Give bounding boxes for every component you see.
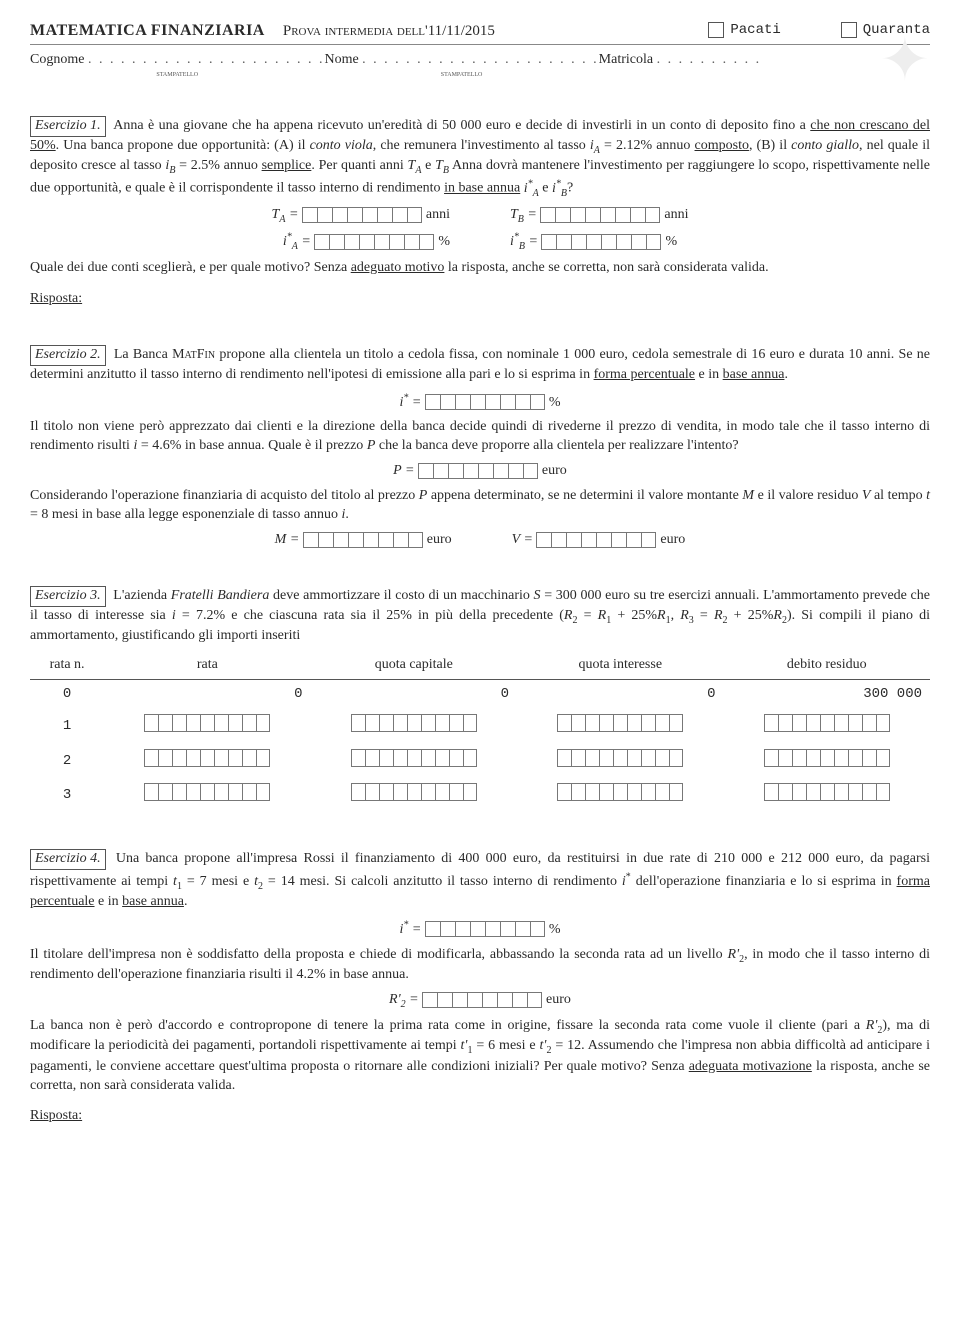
- input-r3-rata[interactable]: [144, 783, 270, 801]
- col-rata: rata: [104, 652, 310, 679]
- input-r2-rata[interactable]: [144, 749, 270, 767]
- col-qc: quota capitale: [311, 652, 517, 679]
- ex4-text3: La banca non è però d'accordo e contropr…: [30, 1017, 930, 1095]
- ex1-text: Anna è una giovane che ha appena ricevut…: [30, 118, 930, 196]
- input-istar2[interactable]: [425, 394, 545, 410]
- ex3-label: Esercizio 3.: [30, 586, 106, 607]
- input-V[interactable]: [536, 532, 656, 548]
- header: MATEMATICA FINANZIARIA Prova intermedia …: [30, 20, 930, 45]
- input-r2-qi[interactable]: [557, 749, 683, 767]
- ex1-question: Quale dei due conti sceglierà, e per qua…: [30, 259, 930, 278]
- ex2-text3: Considerando l'operazione finanziaria di…: [30, 487, 930, 525]
- input-r2-qc[interactable]: [351, 749, 477, 767]
- ans-M: M = euro: [275, 531, 452, 550]
- ex4-label: Esercizio 4.: [30, 849, 106, 870]
- input-r1-rata[interactable]: [144, 714, 270, 732]
- input-TA[interactable]: [302, 207, 422, 223]
- table-row-2: 2: [30, 744, 930, 779]
- ans-P: P = euro: [393, 463, 567, 478]
- ans-V: V = euro: [512, 531, 686, 550]
- ex3-text: L'azienda Fratelli Bandiera deve ammorti…: [30, 588, 930, 643]
- input-istar4[interactable]: [425, 921, 545, 937]
- ex2-label: Esercizio 2.: [30, 345, 106, 366]
- table-row-3: 3: [30, 778, 930, 813]
- checkbox-quaranta[interactable]: Quaranta: [841, 21, 930, 40]
- input-r1-qc[interactable]: [351, 714, 477, 732]
- ex1-label: Esercizio 1.: [30, 116, 106, 137]
- exercise-1: Esercizio 1. Anna è una giovane che ha a…: [30, 116, 930, 309]
- table-row-1: 1: [30, 709, 930, 744]
- input-r1-qi[interactable]: [557, 714, 683, 732]
- col-qi: quota interesse: [517, 652, 723, 679]
- ex2-text1: La Banca MatFin propone alla clientela u…: [30, 347, 930, 382]
- ans-iA: i*A = %: [283, 230, 450, 253]
- input-r3-qi[interactable]: [557, 783, 683, 801]
- input-P[interactable]: [418, 463, 538, 479]
- exam-subtitle: Prova intermedia dell'11/11/2015: [283, 21, 495, 41]
- label-nome: Nome: [324, 52, 358, 67]
- col-dr: debito residuo: [723, 652, 930, 679]
- input-TB[interactable]: [540, 207, 660, 223]
- col-ratan: rata n.: [30, 652, 104, 679]
- input-r3-qc[interactable]: [351, 783, 477, 801]
- exercise-3: Esercizio 3. L'azienda Fratelli Bandiera…: [30, 586, 930, 814]
- ans-TA: TA = anni: [272, 206, 450, 226]
- label-matricola: Matricola: [599, 52, 653, 67]
- ans-iB: i*B = %: [510, 230, 677, 253]
- checkbox-pacati[interactable]: Pacati: [708, 21, 780, 40]
- exercise-2: Esercizio 2. La Banca MatFin propone all…: [30, 345, 930, 550]
- exercise-4: Esercizio 4. Una banca propone all'impre…: [30, 849, 930, 1126]
- ans-TB: TB = anni: [510, 206, 688, 226]
- ex2-text2: Il titolo non viene però apprezzato dai …: [30, 418, 930, 456]
- amortization-table: rata n. rata quota capitale quota intere…: [30, 652, 930, 813]
- label-cognome: Cognome: [30, 52, 84, 67]
- ex1-risposta: Risposta:: [30, 290, 82, 309]
- identity-row: Cognome . . . . . . . . . . . . . . . . …: [30, 51, 930, 80]
- ans-istar4: i* = %: [399, 922, 560, 937]
- input-r1-dr[interactable]: [764, 714, 890, 732]
- input-R2[interactable]: [422, 992, 542, 1008]
- ex4-text2: Il titolare dell'impresa non è soddisfat…: [30, 946, 930, 985]
- ans-R2: R'2 = euro: [389, 992, 571, 1007]
- input-r3-dr[interactable]: [764, 783, 890, 801]
- ex4-text1: Una banca propone all'impresa Rossi il f…: [30, 851, 930, 909]
- ex4-risposta: Risposta:: [30, 1107, 82, 1126]
- table-row-0: 0 0 0 0 300 000: [30, 679, 930, 708]
- input-M[interactable]: [303, 532, 423, 548]
- input-r2-dr[interactable]: [764, 749, 890, 767]
- dots: . . . . . . . . . . . . . . . . . . . . …: [88, 52, 325, 67]
- input-iB[interactable]: [541, 234, 661, 250]
- course-title: MATEMATICA FINANZIARIA: [30, 20, 265, 42]
- input-iA[interactable]: [314, 234, 434, 250]
- ans-istar2: i* = %: [399, 395, 560, 410]
